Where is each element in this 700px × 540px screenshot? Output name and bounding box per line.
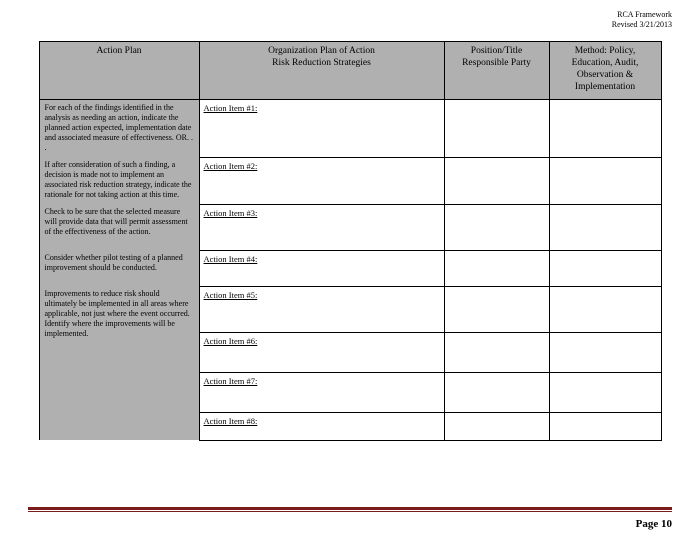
guidance-p3: Check to be sure that the selected measu… — [45, 207, 194, 237]
table-row: Improvements to reduce risk should ultim… — [39, 286, 661, 332]
position-cell — [444, 100, 549, 158]
guidance-cell-1: For each of the findings identified in t… — [39, 100, 199, 158]
col-method: Method: Policy, Education, Audit, Observ… — [549, 42, 661, 100]
method-cell — [549, 204, 661, 250]
method-cell — [549, 250, 661, 286]
footer-rule — [28, 507, 672, 512]
action-item-cell: Action Item #3: — [199, 204, 444, 250]
guidance-cell-5: Improvements to reduce risk should ultim… — [39, 286, 199, 440]
action-item-1-label: Action Item #1: — [204, 103, 258, 113]
method-cell — [549, 157, 661, 204]
col-method-l1: Method: Policy, — [556, 46, 655, 58]
col-position-l1: Position/Title — [451, 46, 543, 58]
action-item-cell: Action Item #6: — [199, 332, 444, 372]
action-item-4-label: Action Item #4: — [204, 254, 258, 264]
action-item-6-label: Action Item #6: — [204, 336, 258, 346]
action-item-8-label: Action Item #8: — [204, 416, 258, 426]
page-number: Page 10 — [636, 518, 672, 530]
col-org-plan-l1: Organization Plan of Action — [206, 46, 438, 58]
action-item-cell: Action Item #4: — [199, 250, 444, 286]
col-method-l4: Implementation — [556, 82, 655, 94]
position-cell — [444, 412, 549, 440]
guidance-p5: Improvements to reduce risk should ultim… — [45, 289, 194, 339]
action-item-5-label: Action Item #5: — [204, 290, 258, 300]
footer-rule-thin — [28, 511, 672, 512]
table-row: Check to be sure that the selected measu… — [39, 204, 661, 250]
method-cell — [549, 100, 661, 158]
guidance-cell-3: Check to be sure that the selected measu… — [39, 204, 199, 250]
table-row: For each of the findings identified in t… — [39, 100, 661, 158]
guidance-p2: If after consideration of such a finding… — [45, 160, 194, 200]
action-item-2-label: Action Item #2: — [204, 161, 258, 171]
table-row: Consider whether pilot testing of a plan… — [39, 250, 661, 286]
col-action-plan-label: Action Plan — [96, 46, 141, 56]
col-action-plan: Action Plan — [39, 42, 199, 100]
col-org-plan-l2: Risk Reduction Strategies — [206, 58, 438, 70]
table-row: If after consideration of such a finding… — [39, 157, 661, 204]
col-method-l3: Observation & — [556, 70, 655, 82]
table-header-row: Action Plan Organization Plan of Action … — [39, 42, 661, 100]
doc-revised: Revised 3/21/2013 — [28, 20, 672, 30]
guidance-p1: For each of the findings identified in t… — [45, 103, 194, 153]
method-cell — [549, 412, 661, 440]
action-plan-table: Action Plan Organization Plan of Action … — [39, 41, 662, 441]
doc-title: RCA Framework — [28, 10, 672, 20]
position-cell — [444, 372, 549, 412]
col-method-l2: Education, Audit, — [556, 58, 655, 70]
col-position-l2: Responsible Party — [451, 58, 543, 70]
position-cell — [444, 157, 549, 204]
col-org-plan: Organization Plan of Action Risk Reducti… — [199, 42, 444, 100]
guidance-cell-2: If after consideration of such a finding… — [39, 157, 199, 204]
action-item-cell: Action Item #8: — [199, 412, 444, 440]
action-item-cell: Action Item #1: — [199, 100, 444, 158]
footer-rule-thick — [28, 507, 672, 510]
position-cell — [444, 286, 549, 332]
method-cell — [549, 332, 661, 372]
guidance-cell-4: Consider whether pilot testing of a plan… — [39, 250, 199, 286]
position-cell — [444, 250, 549, 286]
action-item-cell: Action Item #5: — [199, 286, 444, 332]
guidance-p4: Consider whether pilot testing of a plan… — [45, 253, 194, 273]
action-item-7-label: Action Item #7: — [204, 376, 258, 386]
doc-header: RCA Framework Revised 3/21/2013 — [28, 10, 672, 29]
method-cell — [549, 286, 661, 332]
method-cell — [549, 372, 661, 412]
position-cell — [444, 204, 549, 250]
col-position: Position/Title Responsible Party — [444, 42, 549, 100]
action-item-cell: Action Item #2: — [199, 157, 444, 204]
action-item-cell: Action Item #7: — [199, 372, 444, 412]
position-cell — [444, 332, 549, 372]
action-item-3-label: Action Item #3: — [204, 208, 258, 218]
